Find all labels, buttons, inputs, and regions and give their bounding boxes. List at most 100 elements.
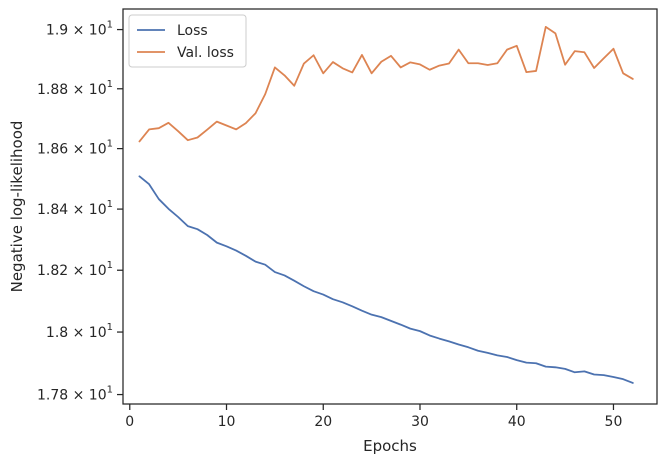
legend-label-1: Val. loss — [177, 45, 234, 61]
data-point — [284, 75, 286, 77]
y-tick-times: × 10 — [68, 142, 106, 158]
data-point — [419, 330, 421, 332]
data-point — [467, 346, 469, 348]
data-point — [148, 128, 150, 130]
data-point — [632, 78, 634, 80]
y-tick-times: × 10 — [68, 23, 106, 39]
data-point — [197, 137, 199, 139]
data-point — [332, 298, 334, 300]
data-point — [226, 125, 228, 127]
y-tick-exponent: 1 — [107, 79, 113, 90]
data-point — [409, 61, 411, 63]
x-tick-label: 20 — [314, 414, 332, 430]
x-axis: 0 10 20 30 40 50 — [125, 404, 622, 430]
data-point — [593, 374, 595, 376]
data-point — [390, 55, 392, 57]
data-point — [235, 128, 237, 130]
data-point — [526, 71, 528, 73]
y-tick-label: 1.8 × 101 — [46, 322, 113, 341]
data-point — [458, 344, 460, 346]
data-point — [371, 72, 373, 74]
data-point — [139, 175, 141, 177]
data-point — [438, 65, 440, 67]
y-tick-label: 1.88 × 101 — [37, 79, 113, 98]
data-point — [584, 370, 586, 372]
data-point — [535, 70, 537, 72]
data-point — [419, 64, 421, 66]
data-point — [168, 208, 170, 210]
data-point — [235, 250, 237, 252]
data-point — [226, 245, 228, 247]
data-point — [342, 301, 344, 303]
data-point — [264, 264, 266, 266]
data-point — [458, 49, 460, 51]
data-point — [390, 320, 392, 322]
x-tick-label: 10 — [218, 414, 236, 430]
plot-frame — [122, 8, 658, 405]
data-point — [564, 64, 566, 66]
x-tick-label: 50 — [605, 414, 623, 430]
data-point — [429, 69, 431, 71]
data-point — [313, 290, 315, 292]
data-point — [574, 371, 576, 373]
data-point — [177, 130, 179, 132]
data-point — [516, 45, 518, 47]
data-point — [622, 72, 624, 74]
data-point — [545, 26, 547, 28]
series-line-1 — [138, 26, 634, 143]
data-point — [139, 141, 141, 143]
x-axis-label: Epochs — [363, 437, 417, 455]
data-point — [574, 50, 576, 52]
data-point — [593, 67, 595, 69]
y-tick-mantissa: 1.82 — [37, 263, 68, 279]
data-point — [274, 66, 276, 68]
data-point — [632, 382, 634, 384]
data-point — [516, 359, 518, 361]
data-point — [187, 225, 189, 227]
data-point — [216, 242, 218, 244]
data-point — [487, 352, 489, 354]
data-point — [148, 183, 150, 185]
data-point — [245, 122, 247, 124]
data-point — [274, 271, 276, 273]
data-point — [467, 62, 469, 64]
data-point — [158, 198, 160, 200]
y-tick-exponent: 1 — [107, 20, 113, 31]
data-point — [584, 51, 586, 53]
series-layer — [138, 26, 634, 384]
y-tick-exponent: 1 — [107, 322, 113, 333]
x-tick-label: 0 — [125, 414, 134, 430]
data-point — [197, 228, 199, 230]
data-point — [613, 376, 615, 378]
y-tick-exponent: 1 — [107, 385, 113, 396]
y-tick-label: 1.78 × 101 — [37, 385, 113, 404]
y-tick-times: × 10 — [68, 202, 106, 218]
y-axis-label: Negative log-likelihood — [8, 121, 26, 293]
data-point — [303, 63, 305, 65]
y-tick-mantissa: 1.86 — [37, 142, 68, 158]
data-point — [342, 67, 344, 69]
data-point — [506, 49, 508, 51]
data-point — [158, 127, 160, 129]
data-point — [168, 122, 170, 124]
data-point — [487, 64, 489, 66]
data-point — [613, 48, 615, 50]
y-tick-times: × 10 — [68, 263, 106, 279]
data-point — [293, 280, 295, 282]
y-tick-exponent: 1 — [107, 199, 113, 210]
data-point — [400, 324, 402, 326]
series-line-0 — [138, 175, 634, 384]
data-point — [216, 121, 218, 123]
data-point — [264, 93, 266, 95]
data-point — [448, 63, 450, 65]
legend-box — [128, 14, 247, 68]
data-point — [322, 294, 324, 296]
data-point — [351, 72, 353, 74]
data-point — [555, 366, 557, 368]
data-point — [293, 85, 295, 87]
legend: Loss Val. loss — [128, 14, 247, 68]
data-point — [361, 310, 363, 312]
y-tick-times: × 10 — [68, 82, 106, 98]
